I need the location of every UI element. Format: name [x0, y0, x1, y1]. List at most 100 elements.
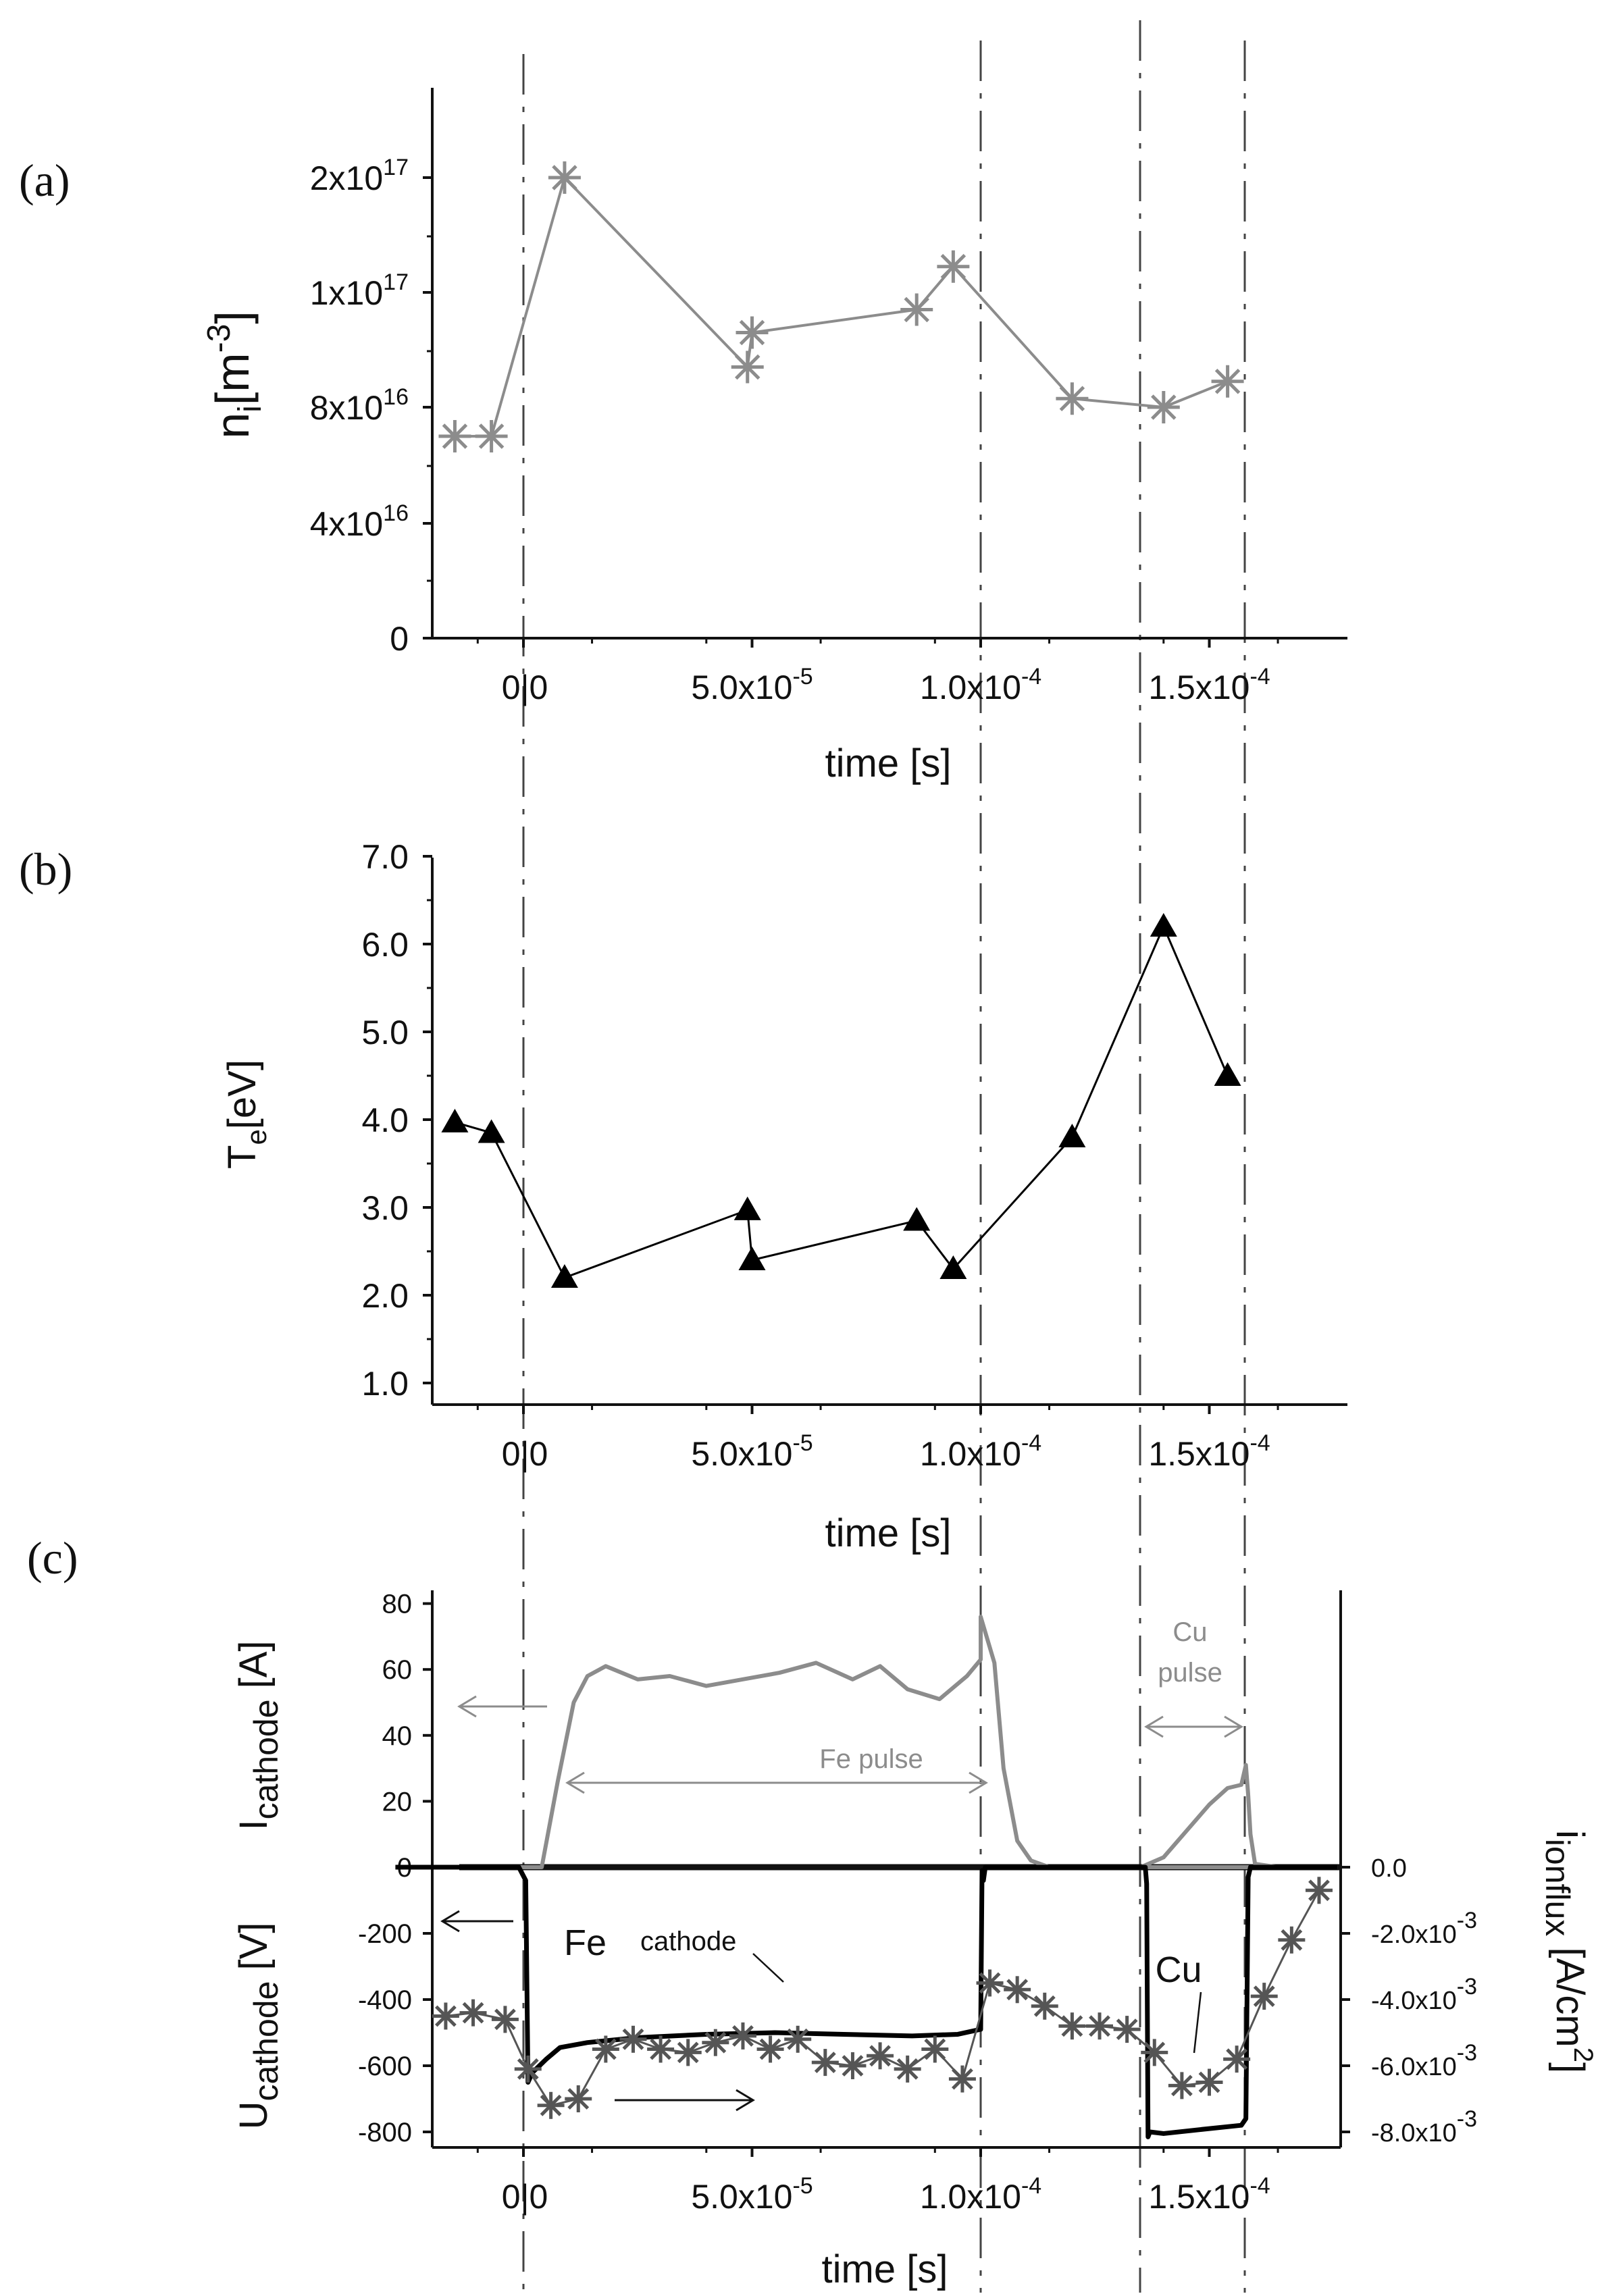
y-tick-label: 1x1017	[310, 269, 409, 312]
x-tick-label-mantissa: 1.5x10	[1148, 2178, 1249, 2216]
ionflux-tick-label: -8.0x10-3	[1371, 2106, 1477, 2147]
density-point-stroke	[904, 296, 929, 323]
voltage-tick-label-mantissa: -400	[358, 1985, 412, 2015]
ionflux-point-stroke	[1170, 2075, 1193, 2097]
x-tick-label: 0|0	[502, 669, 548, 706]
ionflux-point-stroke	[594, 2038, 617, 2060]
ionflux-tick-label-exponent: -3	[1457, 2040, 1477, 2066]
panel-a-ylabel-end: ]	[206, 311, 259, 323]
ionflux-point-stroke	[759, 2038, 781, 2060]
x-tick-label-exponent: -4	[1021, 664, 1041, 689]
ionflux-point-stroke	[1061, 2015, 1083, 2037]
fe-pulse-label: Fe pulse	[819, 1744, 923, 1774]
density-point	[548, 161, 581, 194]
current-ylabel-base: I	[232, 1819, 276, 1830]
ionflux-point	[1058, 2012, 1086, 2040]
density-point-stroke	[1151, 394, 1177, 420]
density-series-line	[455, 175, 1229, 438]
y-tick-label: 4x1016	[310, 500, 409, 543]
density-point-stroke	[739, 319, 765, 346]
y-tick-label: 0	[390, 620, 409, 658]
ionflux-point-stroke	[1198, 2071, 1220, 2093]
fe-label: Fe	[564, 1923, 607, 1963]
y-tick-label: 5.0	[361, 1014, 409, 1051]
density-point-stroke	[1059, 386, 1085, 411]
ionflux-point-stroke	[1226, 2048, 1248, 2070]
panel-a-x-axis-title: time [s]	[825, 741, 952, 785]
density-point	[1211, 365, 1244, 398]
ionflux-point-stroke	[704, 2031, 727, 2054]
ionflux-point	[1004, 1976, 1031, 2004]
ionflux-point-stroke	[1116, 2018, 1138, 2041]
ionflux-point-stroke	[517, 2058, 539, 2080]
ionflux-tick-label-exponent: -3	[1457, 2106, 1477, 2132]
panel-label-a: (a)	[19, 155, 70, 206]
ionflux-point-stroke	[1033, 1995, 1056, 2017]
density-point	[438, 420, 471, 452]
cu-pulse-label-line1: Cu	[1172, 1617, 1207, 1647]
x-tick-label-mantissa: 0|0	[502, 1435, 548, 1473]
voltage-tick-label-mantissa: -800	[358, 2118, 412, 2147]
ionflux-point-stroke	[494, 2008, 516, 2031]
ionflux-tick-label-exponent: -3	[1457, 1974, 1477, 2000]
y-tick-label-mantissa: 6.0	[361, 926, 409, 964]
ionflux-point	[894, 2055, 921, 2083]
fe-pulse-span-arrow	[565, 1771, 988, 1794]
ionflux-point	[432, 2002, 459, 2030]
ionflux-point-stroke	[842, 2055, 864, 2077]
ionflux-tick-label: 0.0	[1371, 1854, 1407, 1883]
current-tick-label-mantissa: 40	[382, 1721, 413, 1751]
density-point	[937, 250, 970, 283]
ionflux-point-stroke	[1281, 1929, 1303, 1951]
ionflux-point-stroke	[979, 1972, 1001, 1994]
cu-pulse-span-arrow	[1144, 1715, 1243, 1738]
temperature-point	[1150, 913, 1177, 937]
x-tick-label: 1.5x10-4	[1148, 664, 1270, 706]
y-tick-label-mantissa: 1x10	[310, 274, 383, 312]
panel-a-ylabel-sup: -3	[201, 324, 237, 353]
ionflux-point	[619, 2025, 647, 2053]
temperature-point	[1214, 1062, 1241, 1086]
ionflux-point	[1305, 1877, 1333, 1904]
x-tick-label-exponent: -5	[792, 2173, 813, 2199]
ionflux-point-stroke	[896, 2058, 919, 2080]
y-tick-label: 1.0	[361, 1365, 409, 1403]
temperature-point	[550, 1264, 578, 1288]
ionflux-ylabel-rest: [A/cm	[1548, 1936, 1592, 2047]
voltage-ylabel-rest: [V]	[232, 1923, 276, 1981]
ionflux-point	[839, 2052, 867, 2079]
x-tick-label: 1.5x10-4	[1148, 2173, 1270, 2216]
ionflux-point	[592, 2035, 619, 2063]
ionflux-point	[459, 1999, 487, 2027]
cathode-pointer-line	[752, 1953, 784, 1983]
ionflux-point	[811, 2049, 839, 2077]
x-tick-label-mantissa: 5.0x10	[691, 669, 792, 706]
x-tick-label-mantissa: 5.0x10	[691, 1435, 792, 1473]
x-tick-label-mantissa: 1.0x10	[920, 1435, 1021, 1473]
x-tick-label: 0|0	[502, 1435, 548, 1473]
ionflux-point-stroke	[924, 2038, 946, 2060]
ionflux-point	[756, 2035, 784, 2063]
ionflux-point-stroke	[732, 2025, 754, 2047]
y-tick-label-mantissa: 4.0	[361, 1101, 409, 1139]
ionflux-point	[1250, 1983, 1278, 2010]
cu-label: Cu	[1155, 1950, 1202, 1990]
ionflux-tick-label-mantissa: 0.0	[1371, 1854, 1407, 1883]
series-line-1	[1139, 1763, 1338, 1869]
ionflux-ylabel-sup: 2	[1568, 2047, 1598, 2062]
ionflux-point	[1195, 2068, 1223, 2096]
panel-c-x-axis-title: time [s]	[822, 2247, 948, 2291]
current-axis-arrow	[457, 1695, 547, 1718]
y-tick-label-exponent: 17	[383, 269, 409, 295]
density-point-stroke	[734, 354, 761, 380]
y-tick-label-mantissa: 8x10	[310, 389, 383, 427]
x-tick-label: 5.0x10-5	[691, 664, 813, 706]
ionflux-point	[921, 2035, 949, 2063]
ionflux-tick-label-mantissa: -8.0x10	[1371, 2119, 1457, 2147]
y-tick-label: 4.0	[361, 1101, 409, 1139]
panel-b-ylabel-base: T	[220, 1145, 264, 1169]
ionflux-point	[647, 2035, 675, 2063]
y-tick-label: 2x1017	[310, 155, 409, 197]
